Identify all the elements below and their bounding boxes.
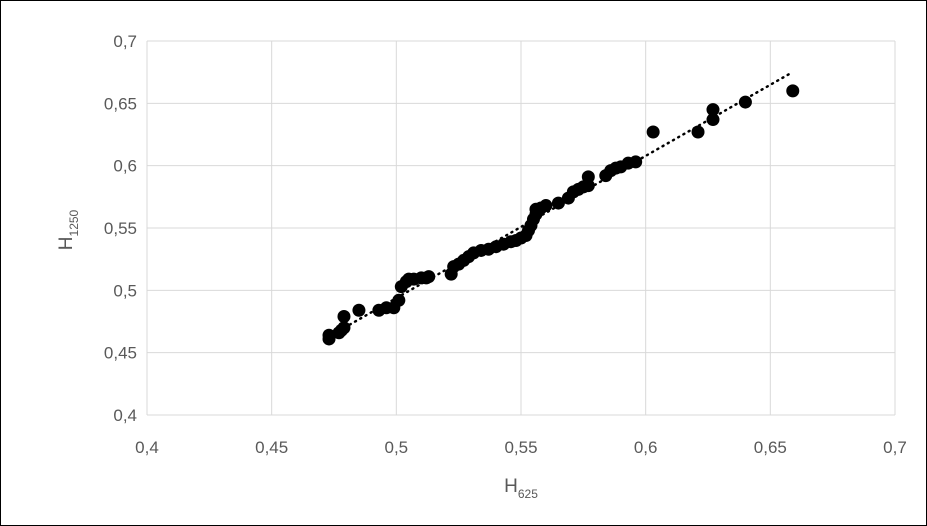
data-point (551, 196, 565, 210)
y-tick-label: 0,65 (104, 94, 137, 113)
data-point (352, 303, 366, 317)
data-points (322, 84, 800, 346)
data-point (581, 170, 595, 184)
data-point (337, 310, 351, 324)
data-point (322, 328, 336, 342)
y-axis-title: H1250 (56, 209, 81, 250)
x-axis-title: H625 (504, 476, 538, 501)
x-tick-label: 0,4 (135, 438, 159, 457)
data-point (706, 103, 720, 117)
data-point (706, 113, 720, 127)
y-tick-label: 0,55 (104, 219, 137, 238)
data-point (738, 95, 752, 109)
y-axis-title-sub: 1250 (67, 209, 81, 236)
data-point (786, 84, 800, 98)
x-axis-title-main: H (504, 476, 518, 497)
data-point (392, 293, 406, 307)
data-point (691, 125, 705, 139)
x-tick-label: 0,45 (255, 438, 288, 457)
x-tick-label: 0,5 (385, 438, 409, 457)
tick-labels: 0,4 0,45 0,5 0,55 0,6 0,65 0,7 0,4 0,45 0,5 0,55 0,… (104, 32, 907, 457)
data-point (539, 199, 553, 213)
x-tick-label: 0,55 (504, 438, 537, 457)
y-tick-label: 0,7 (113, 32, 137, 51)
x-tick-label: 0,6 (634, 438, 658, 457)
data-point (422, 270, 436, 284)
x-axis-title-sub: 625 (518, 487, 538, 501)
y-axis-title-main: H (56, 236, 77, 250)
y-tick-label: 0,4 (113, 406, 137, 425)
gridlines (146, 40, 896, 416)
y-tick-label: 0,5 (113, 281, 137, 300)
x-tick-label: 0,65 (754, 438, 787, 457)
x-tick-label: 0,7 (883, 438, 907, 457)
data-point (629, 155, 643, 169)
y-tick-label: 0,6 (113, 157, 137, 176)
data-point (646, 125, 660, 139)
y-tick-label: 0,45 (104, 344, 137, 363)
data-point (337, 321, 351, 335)
